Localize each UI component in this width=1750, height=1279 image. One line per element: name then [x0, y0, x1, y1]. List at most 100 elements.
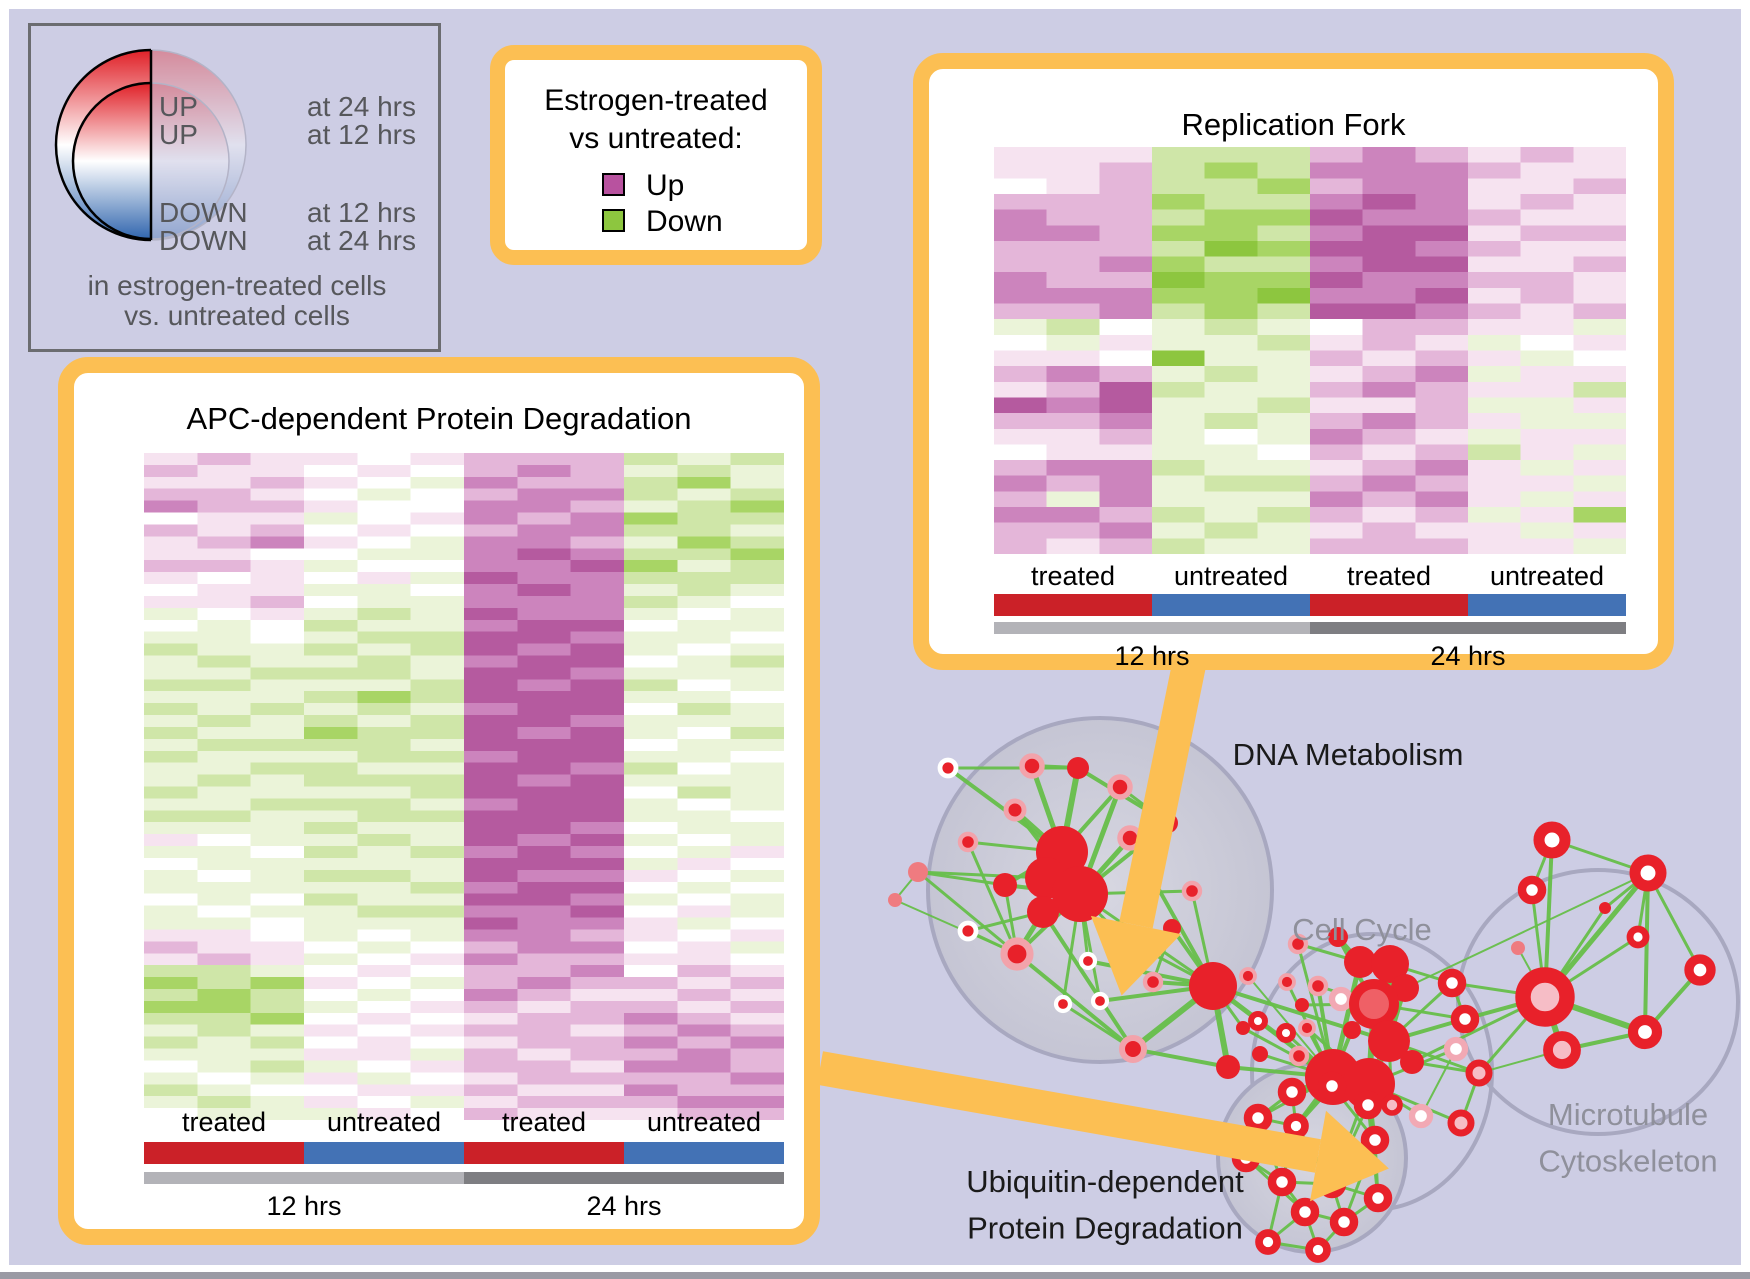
arrow-replication-fork-to-dna-stem [1119, 656, 1207, 929]
col-group-label-untreated-1: untreated [1173, 561, 1289, 591]
network-node-28 [1328, 927, 1348, 947]
ring-label-up-12: UP [159, 119, 198, 150]
network-node-27 [1287, 933, 1309, 955]
network-node-16 [957, 920, 979, 942]
network-node-67 [1353, 1090, 1383, 1120]
network-node-1 [1019, 753, 1045, 779]
network-node-9 [1052, 866, 1108, 922]
network-node-13 [1181, 880, 1203, 902]
network-node-63 [1626, 925, 1650, 949]
network-node-4 [1003, 798, 1027, 822]
network-node-2 [1067, 757, 1089, 779]
network-node-26 [993, 873, 1017, 897]
replication-fork-panel: Replication Fork treated untreated treated… [913, 53, 1674, 671]
ring-label-up-24: UP [159, 91, 198, 122]
up-color-swatch [602, 173, 625, 196]
arrow-apc-to-ubiquitin-head [1309, 1110, 1389, 1202]
network-node-29 [1344, 946, 1376, 978]
network-node-60 [1627, 1014, 1663, 1050]
network-node-37 [1276, 1023, 1296, 1043]
network-node-33 [1307, 975, 1329, 997]
network-node-62 [1684, 954, 1716, 986]
col-group-label-treated-2: treated [1346, 561, 1432, 591]
arrow-apc-to-ubiquitin-stem [817, 1051, 1321, 1173]
col-group-label-untreated-1: untreated [326, 1107, 442, 1137]
ring-time-up-12: at 12 hrs [307, 119, 416, 150]
outer-ring-left-outline [54, 48, 152, 242]
time-group-bar-1 [464, 1172, 784, 1184]
network-node-79 [1236, 1021, 1250, 1035]
network-node-23 [1118, 1034, 1148, 1064]
updown-legend-title-line1: Estrogen-treated [544, 84, 768, 117]
cluster-label-0-line-0: DNA Metabolism [1233, 737, 1464, 772]
network-node-35 [1349, 979, 1399, 1029]
network-node-30 [1371, 945, 1409, 983]
network-node-78 [1305, 1237, 1331, 1263]
up-label: Up [646, 169, 685, 202]
time-group-bar-1 [1310, 622, 1626, 634]
network-node-22 [1189, 962, 1237, 1010]
network-node-70 [1360, 1125, 1390, 1155]
col-group-label-untreated-3: untreated [1489, 561, 1605, 591]
updown-legend-box: Estrogen-treated vs untreated: Up Down [490, 45, 822, 265]
network-node-18 [1078, 951, 1098, 971]
cluster-label-2-line-0: Microtubule [1548, 1097, 1708, 1132]
ring-caption-line2: vs. untreated cells [124, 300, 350, 331]
network-node-21 [1142, 971, 1164, 993]
cluster-circle-microtubule-cytoskeleton [1456, 868, 1740, 1136]
network-node-76 [1329, 1207, 1359, 1237]
network-node-68 [1243, 1103, 1273, 1133]
inner-ring-left-outline [71, 81, 152, 241]
arrow-replication-fork-to-dna-head [1090, 915, 1182, 996]
network-node-25 [888, 893, 902, 907]
updown-legend-title-line2: vs untreated: [569, 122, 743, 155]
col-group-label-treated-0: treated [1030, 561, 1116, 591]
network-node-3 [1107, 774, 1133, 800]
ring-legend-graphic: UP at 24 hrs UP at 12 hrs DOWN at 12 hrs… [54, 43, 416, 331]
col-group-bar-treated-2 [464, 1142, 624, 1164]
network-node-17 [1000, 937, 1034, 971]
network-node-59 [1515, 967, 1575, 1027]
network-node-19 [1090, 991, 1110, 1011]
time-group-label-0: 12 hrs [1114, 641, 1190, 671]
time-group-bar-0 [994, 622, 1310, 634]
col-group-bar-treated-0 [144, 1142, 304, 1164]
network-node-44 [1443, 1036, 1469, 1062]
ring-label-down-12: DOWN [159, 197, 248, 228]
network-node-69 [1283, 1113, 1309, 1139]
network-node-48 [1239, 967, 1257, 985]
cluster-label-3-line-0: Ubiquitin-dependent [966, 1164, 1244, 1199]
time-group-label-1: 24 hrs [586, 1191, 662, 1221]
network-node-43 [1450, 1004, 1480, 1034]
replication-fork-heatmap [994, 147, 1626, 554]
down-color-swatch [602, 209, 625, 232]
replication-fork-title: Replication Fork [1181, 107, 1406, 142]
network-node-51 [1295, 998, 1309, 1012]
network-node-46 [1408, 1103, 1434, 1129]
ring-caption-line1: in estrogen-treated cells [88, 270, 387, 301]
network-node-65 [1277, 1077, 1307, 1107]
col-group-bar-treated-0 [994, 594, 1152, 616]
network-node-31 [1391, 974, 1419, 1002]
network-node-57 [1517, 875, 1547, 905]
col-group-bar-treated-2 [1310, 594, 1468, 616]
cluster-label-2-line-1: Cytoskeleton [1538, 1144, 1717, 1179]
network-node-64 [1511, 941, 1525, 955]
network-node-66 [1317, 1071, 1347, 1101]
network-node-32 [1278, 973, 1296, 991]
col-group-bar-untreated-3 [1468, 594, 1626, 616]
network-node-10 [1027, 896, 1059, 928]
col-group-bar-untreated-1 [1152, 594, 1310, 616]
network-node-49 [1248, 1011, 1268, 1031]
ring-label-down-24: DOWN [159, 225, 248, 256]
cluster-label-3-line-1: Protein Degradation [967, 1211, 1243, 1246]
network-node-52 [1343, 1021, 1361, 1039]
network-node-47 [1447, 1109, 1475, 1137]
network-node-72 [1267, 1167, 1297, 1197]
network-node-61 [1543, 1031, 1581, 1069]
col-group-label-untreated-3: untreated [646, 1107, 762, 1137]
network-node-50 [1252, 1046, 1268, 1062]
network-node-58 [1599, 902, 1611, 914]
